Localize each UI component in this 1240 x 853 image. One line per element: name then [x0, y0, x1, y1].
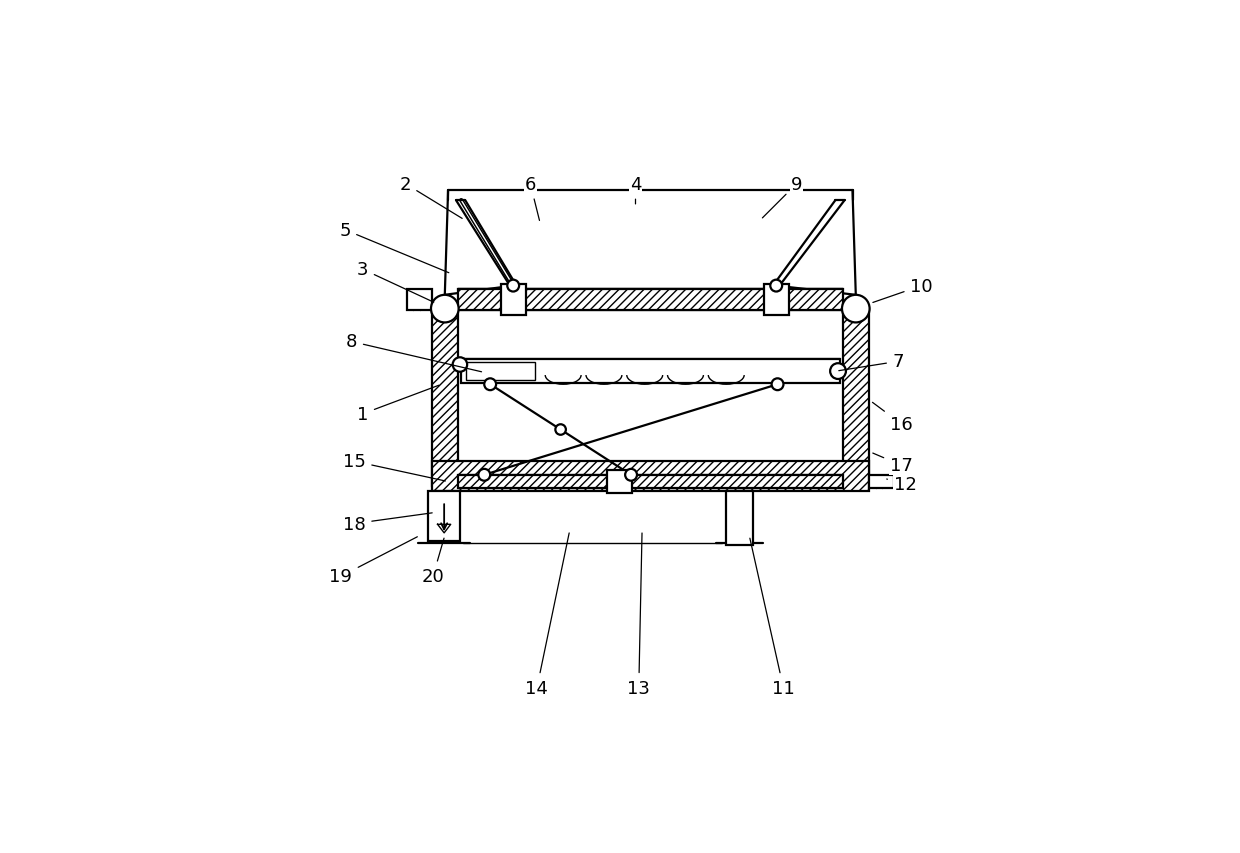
- Bar: [869, 475, 894, 489]
- Bar: [432, 461, 869, 492]
- Text: 12: 12: [887, 476, 916, 494]
- Text: 3: 3: [357, 261, 434, 303]
- Text: 2: 2: [399, 176, 463, 219]
- Circle shape: [556, 425, 565, 435]
- Bar: [501, 285, 526, 315]
- Circle shape: [625, 469, 637, 481]
- Bar: [843, 310, 869, 486]
- Circle shape: [432, 295, 459, 323]
- Bar: [466, 363, 534, 380]
- Text: 19: 19: [330, 537, 418, 585]
- Text: 15: 15: [342, 453, 445, 481]
- Text: 7: 7: [838, 353, 904, 371]
- Text: 16: 16: [873, 403, 913, 433]
- Circle shape: [485, 379, 496, 391]
- Text: 8: 8: [346, 334, 481, 373]
- Text: 6: 6: [525, 176, 539, 221]
- Circle shape: [479, 469, 490, 481]
- Bar: [407, 289, 432, 310]
- Bar: [725, 492, 753, 546]
- Bar: [458, 289, 843, 310]
- Text: 11: 11: [750, 538, 795, 697]
- Text: 9: 9: [763, 176, 802, 218]
- Bar: [460, 360, 839, 384]
- Circle shape: [842, 295, 869, 323]
- Bar: [608, 471, 632, 493]
- Bar: [458, 475, 843, 489]
- Circle shape: [507, 281, 520, 293]
- Bar: [764, 285, 789, 315]
- Circle shape: [453, 358, 467, 372]
- Circle shape: [770, 281, 782, 293]
- Text: 5: 5: [339, 222, 449, 273]
- Text: 18: 18: [342, 514, 433, 533]
- Text: 14: 14: [526, 533, 569, 697]
- Text: 4: 4: [630, 176, 641, 205]
- Circle shape: [830, 363, 846, 380]
- Text: 13: 13: [627, 533, 650, 697]
- Bar: [428, 492, 460, 541]
- Text: 17: 17: [873, 454, 913, 474]
- Bar: [432, 310, 458, 486]
- Circle shape: [771, 379, 784, 391]
- Text: 20: 20: [422, 538, 444, 585]
- Text: 10: 10: [873, 277, 932, 303]
- Text: 1: 1: [357, 386, 439, 423]
